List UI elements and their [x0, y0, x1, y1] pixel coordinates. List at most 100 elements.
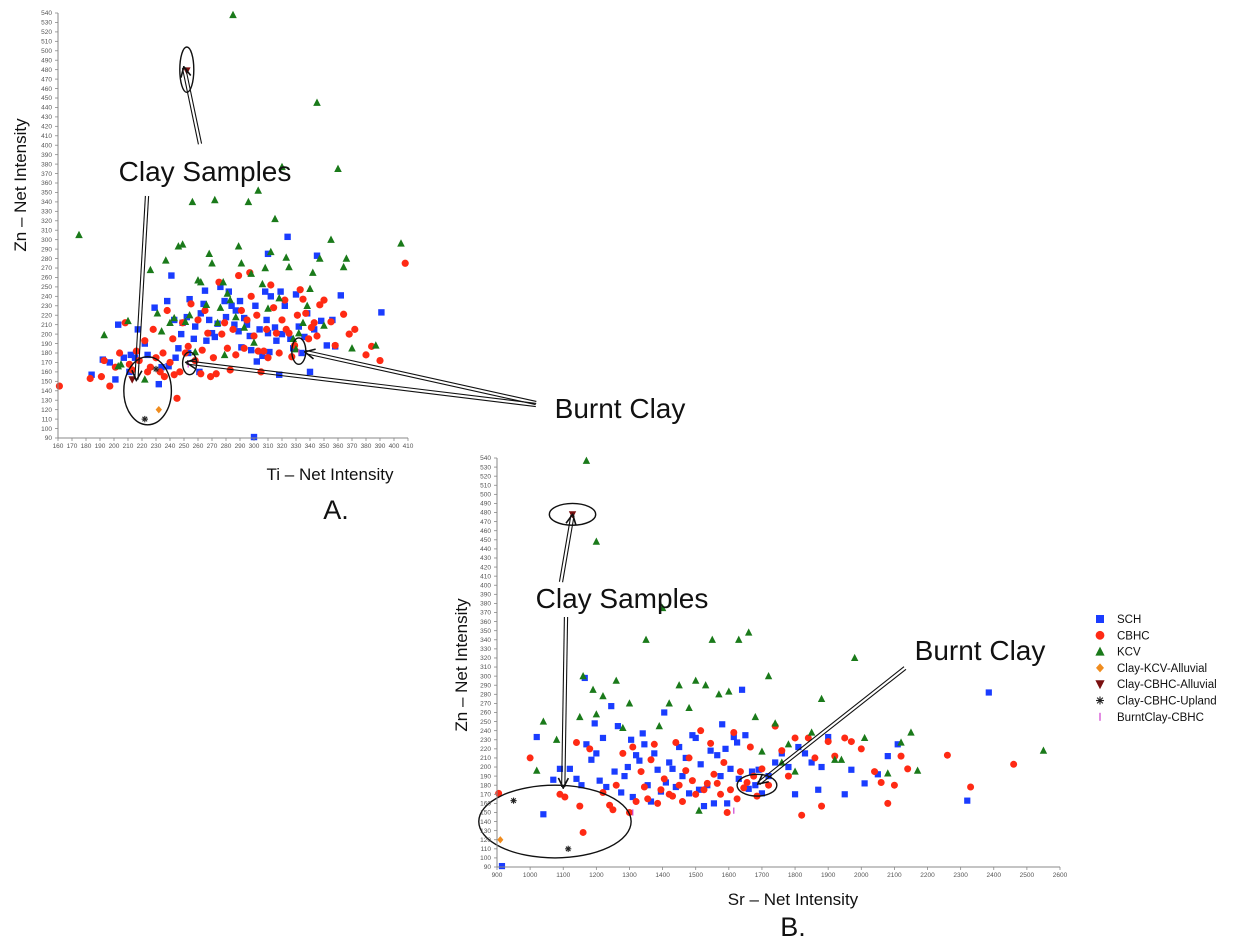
- panel-a-point-kcv: [229, 10, 237, 19]
- panel-b-point-sch: [566, 765, 573, 772]
- panel-b-point-sch: [608, 703, 615, 710]
- panel-a-point-kcv: [157, 327, 166, 335]
- legend-label: SCH: [1117, 614, 1141, 626]
- panel-a-x-tick-label: 330: [291, 443, 302, 450]
- panel-b-point-cbhc: [644, 795, 652, 803]
- panel-b-point-sch: [697, 761, 704, 768]
- panel-b-y-tick-label: 160: [480, 801, 491, 808]
- panel-a-point-sch: [222, 313, 230, 321]
- panel-a-point-cbhc: [305, 335, 313, 343]
- panel-a-point-burntclay-cbhc: [298, 348, 300, 356]
- panel-a-point-cbhc: [149, 325, 157, 333]
- panel-a-y-tick-label: 490: [41, 57, 52, 64]
- panel-b-point-cbhc: [637, 768, 645, 776]
- legend-marker-clay-cbhc-upland: [1096, 696, 1104, 705]
- panel-a-y-tick-label: 90: [45, 435, 53, 442]
- panel-b-point-cbhc: [612, 781, 620, 789]
- panel-b-point-sch: [599, 734, 607, 742]
- panel-b-point-cbhc: [723, 808, 731, 816]
- panel-a-point-kcv: [303, 301, 311, 309]
- panel-a-y-tick-label: 340: [41, 199, 52, 206]
- panel-a-point-cbhc: [362, 351, 370, 359]
- panel-a-point-sch: [120, 354, 127, 361]
- panel-b-point-burntclay-cbhc: [733, 807, 735, 814]
- panel-a-y-tick-label: 350: [41, 190, 52, 197]
- panel-a-point-sch: [259, 352, 266, 360]
- legend-label: Clay-CBHC-Upland: [1117, 696, 1217, 708]
- panel-b-y-tick-label: 300: [480, 673, 491, 680]
- panel-a-point-cbhc: [299, 295, 307, 303]
- panel-b-point-cbhc: [700, 786, 708, 794]
- panel-b-y-tick-label: 340: [480, 637, 491, 644]
- panel-a-y-tick-label: 400: [41, 142, 52, 149]
- panel-a-point-kcv: [327, 235, 335, 243]
- panel-a-y-tick-label: 240: [41, 294, 52, 301]
- panel-b-y-tick-label: 110: [481, 846, 492, 853]
- panel-a-point-kcv: [197, 277, 205, 286]
- panel-b-point-cbhc: [818, 802, 826, 810]
- panel-b-point-sch: [727, 765, 734, 772]
- panel-a-point-sch: [158, 363, 165, 371]
- panel-a-point-kcv: [226, 295, 234, 304]
- panel-b-point-kcv: [665, 699, 673, 707]
- panel-b-point-kcv: [592, 537, 601, 545]
- panel-b-point-sch: [758, 790, 766, 797]
- panel-b-point-sch: [596, 777, 603, 784]
- panel-a-y-tick-label: 190: [41, 341, 52, 348]
- panel-a-point-cbhc: [221, 319, 229, 327]
- panel-a-point-cbhc: [218, 330, 226, 338]
- panel-a-point-sch: [264, 329, 272, 337]
- panel-a-point-kcv: [348, 344, 356, 352]
- panel-b-point-sch: [556, 765, 564, 772]
- panel-b-x-tick-label: 2100: [887, 872, 902, 879]
- panel-b-point-cbhc: [1010, 760, 1018, 768]
- panel-a-point-sch: [232, 307, 239, 314]
- panel-b-clay-samples-annotation: Clay Samples: [536, 583, 709, 614]
- panel-a-x-tick-label: 350: [319, 443, 330, 450]
- panel-b-x-tick-label: 2000: [854, 872, 869, 879]
- panel-a-point-sch: [178, 330, 185, 338]
- panel-b-y-tick-label: 200: [480, 764, 491, 771]
- panel-a-label: A.: [323, 495, 349, 525]
- panel-a-point-sch: [235, 328, 242, 335]
- panel-b-point-sch: [730, 733, 737, 741]
- panel-b-point-kcv: [758, 747, 766, 755]
- panel-a-point-sch: [206, 316, 213, 324]
- panel-b-point-cbhc: [650, 740, 658, 748]
- panel-a-point-kcv: [342, 254, 351, 262]
- panel-b-point-sch: [628, 736, 635, 743]
- panel-b-point-sch: [808, 759, 815, 766]
- panel-b-point-sch: [689, 732, 696, 739]
- panel-a-point-sch: [301, 333, 308, 341]
- panel-a-point-cbhc: [106, 382, 114, 390]
- panel-b-y-tick-label: 410: [480, 573, 491, 580]
- panel-a-point-sch: [175, 345, 182, 352]
- panel-b-point-kcv: [817, 694, 826, 702]
- panel-b-y-tick-label: 140: [480, 819, 491, 826]
- panel-a-x-tick-label: 290: [235, 443, 246, 450]
- panel-a-point-cbhc: [194, 316, 202, 324]
- panel-a-point-cbhc: [351, 325, 359, 333]
- panel-a-point-cbhc: [302, 309, 310, 317]
- panel-b-y-tick-label: 270: [480, 701, 491, 708]
- panel-a-point-cbhc: [240, 344, 248, 352]
- panel-b-point-sch: [573, 775, 580, 782]
- panel-b-point-cbhc: [884, 799, 892, 807]
- panel-b-point-cbhc: [576, 802, 584, 810]
- panel-a-point-sch: [225, 288, 232, 295]
- panel-b-y-tick-label: 520: [480, 473, 491, 480]
- panel-b-point-cbhc: [572, 738, 580, 746]
- scatter-panel-a: 160 170 180 190 200 210 220 230 240 250 260 270 280 2…: [11, 10, 685, 525]
- panel-b-point-sch: [676, 743, 683, 751]
- panel-a-point-kcv: [208, 259, 216, 267]
- panel-b-annotations: Clay Samples Burnt Clay: [536, 583, 1046, 666]
- panel-a-point-sch: [231, 321, 238, 328]
- panel-a-point-kcv: [211, 195, 219, 204]
- panel-a-x-tick-label: 260: [193, 443, 204, 450]
- panel-a-point-sch: [313, 252, 321, 259]
- panel-b-x-tick-label: 1300: [622, 872, 637, 879]
- panel-a-point-cbhc: [320, 296, 328, 304]
- panel-b-point-sch: [818, 763, 825, 771]
- panel-a-point-cbhc: [260, 347, 268, 355]
- panel-b-point-sch: [636, 757, 643, 764]
